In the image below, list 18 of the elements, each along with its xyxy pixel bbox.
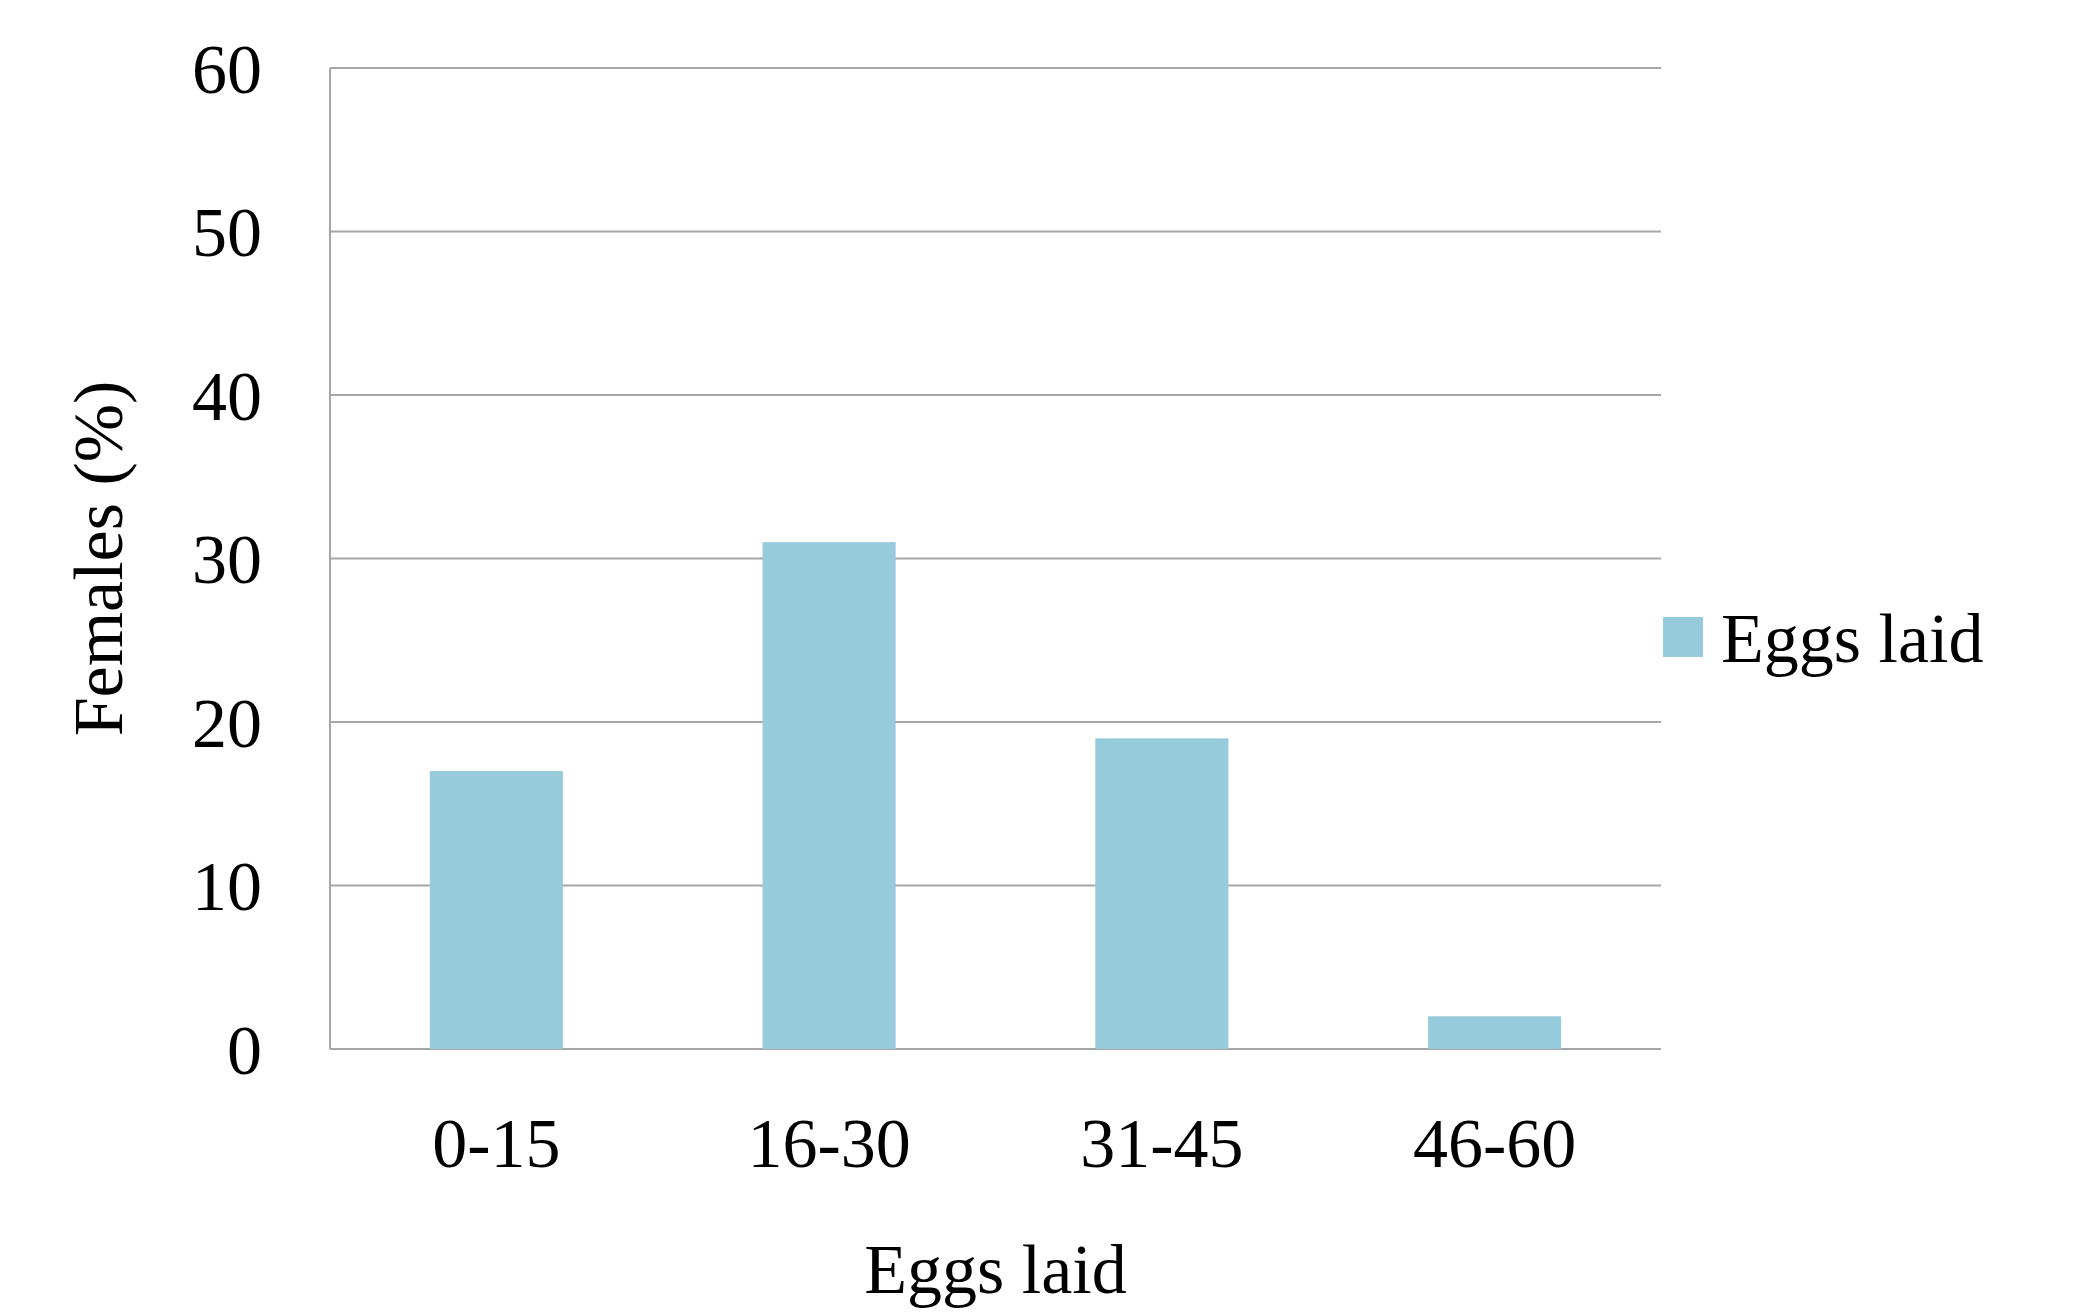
y-tick-label: 10 [192,848,262,925]
bar [762,542,896,1049]
bar [1095,738,1229,1049]
y-tick-label: 20 [192,684,262,762]
x-tick-label: 31-45 [1080,1105,1244,1182]
bar [429,771,563,1049]
y-axis-title: Females (%) [60,380,137,737]
legend-label: Eggs laid [1721,599,1984,677]
x-tick-label: 46-60 [1412,1105,1577,1182]
bar [1428,1016,1562,1049]
y-tick-label: 0 [227,1011,262,1089]
x-axis-title: Eggs laid [864,1231,1127,1308]
y-tick-label: 60 [192,30,262,108]
y-tick-label: 40 [192,357,262,435]
y-tick-label: 50 [192,194,262,271]
x-tick-label: 16-30 [747,1105,911,1182]
x-tick-label: 0-15 [432,1105,561,1182]
y-tick-label: 30 [192,521,262,598]
